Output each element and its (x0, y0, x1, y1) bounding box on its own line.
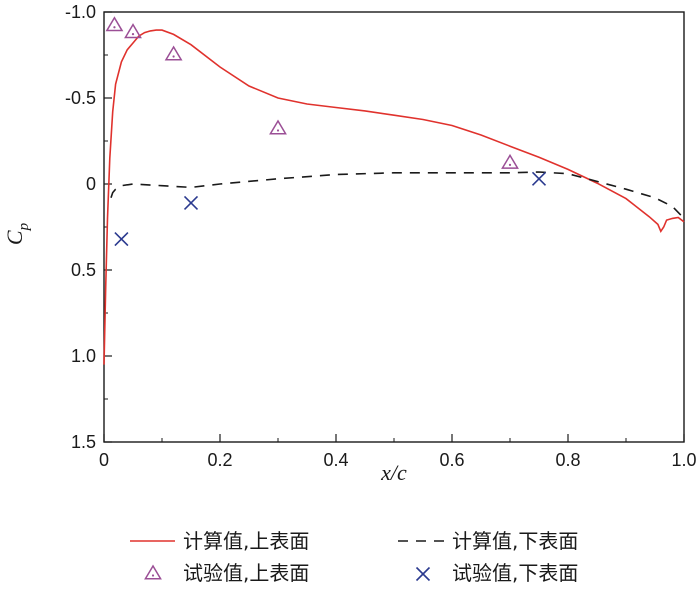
x-tick-label-3: 0.6 (439, 450, 464, 470)
tick-labels: 0 0.2 0.4 0.6 0.8 1.0 -1.0 -0.5 0 0.5 1.0 1.5 (65, 2, 697, 470)
legend-label-test-upper: 试验值,上表面 (183, 561, 309, 585)
series-lines (103, 29, 685, 365)
x-tick-label-1: 0.2 (207, 450, 232, 470)
point-triangle-0 (105, 16, 124, 32)
y-axis-title-sub: p (16, 222, 32, 231)
y-tick-label-4: 1.0 (71, 346, 96, 366)
y-tick-label-5: 1.5 (71, 432, 96, 452)
point-triangle-4 (501, 153, 519, 169)
legend-label-calc-lower: 计算值,下表面 (452, 529, 578, 553)
point-x-0 (114, 231, 129, 247)
y-tick-label-1: -0.5 (65, 88, 96, 108)
point-x-1 (183, 195, 199, 210)
y-axis-title-main: C (2, 230, 27, 245)
legend-swatch-test-upper (144, 564, 162, 580)
point-x-2 (531, 171, 547, 186)
point-triangle-2 (164, 45, 183, 61)
legend-label-test-lower: 试验值,下表面 (452, 561, 578, 585)
point-triangle-3 (269, 119, 287, 135)
series-markers (105, 16, 547, 247)
legend-swatch-test-lower (415, 566, 431, 582)
x-tick-label-2: 0.4 (323, 450, 348, 470)
y-tick-label-0: -1.0 (65, 2, 96, 22)
y-tick-label-2: 0 (86, 174, 96, 194)
series-line-1 (110, 171, 685, 219)
x-tick-label-4: 0.8 (555, 450, 580, 470)
legend-x-marker (415, 566, 431, 582)
legend-label-calc-upper: 计算值,上表面 (183, 529, 309, 553)
legend: 计算值,上表面 计算值,下表面 试验值,上表面 试验值,下表面 (130, 529, 578, 585)
legend-triangle-marker (144, 564, 162, 580)
point-triangle-1 (124, 23, 142, 39)
series-line-0 (103, 29, 685, 365)
y-tick-label-3: 0.5 (71, 260, 96, 280)
svg-text:Cp: Cp (2, 222, 32, 245)
x-tick-label-5: 1.0 (671, 450, 696, 470)
y-axis-title: Cp (2, 222, 32, 245)
axis-ticks (103, 11, 685, 443)
plot-frame (103, 11, 685, 443)
x-tick-label-0: 0 (99, 450, 109, 470)
x-axis-title: x/c (380, 460, 407, 485)
